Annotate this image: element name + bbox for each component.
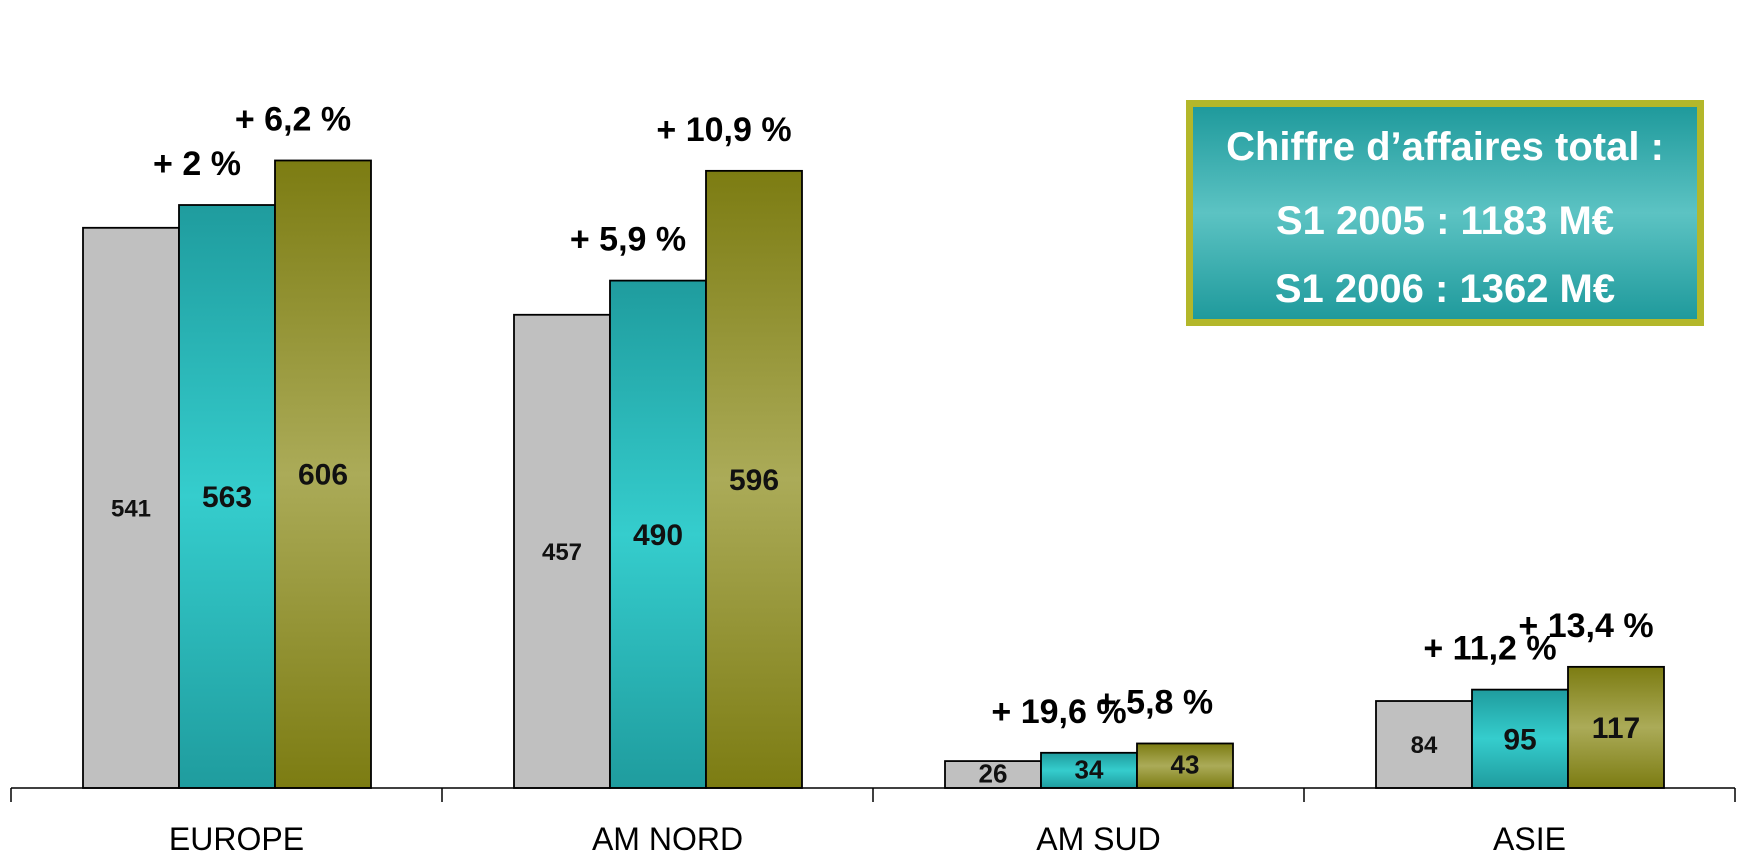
labels-layer: 541 563 606 + 2 % + 6,2 % 457 490 596 + 5,9 % + 1… bbox=[111, 100, 1654, 788]
bar-asie-s1 bbox=[1375, 700, 1473, 789]
growth-label: + 11,2 % bbox=[1423, 630, 1556, 668]
bar-value-label: 117 bbox=[1592, 712, 1640, 745]
bar-value-label: 541 bbox=[111, 495, 151, 522]
growth-label: + 19,6 % bbox=[991, 693, 1126, 731]
growth-label: + 10,9 % bbox=[656, 111, 791, 149]
growth-label: + 6,2 % bbox=[235, 100, 351, 138]
growth-label: + 13,4 % bbox=[1518, 607, 1653, 645]
total-revenue-s1-2006: S1 2006 : 1362 M€ bbox=[1193, 269, 1697, 309]
total-revenue-box: Chiffre d’affaires total : S1 2005 : 118… bbox=[1186, 100, 1704, 326]
bar-value-label: 563 bbox=[202, 481, 252, 514]
bar-europe-s2 bbox=[178, 204, 276, 789]
s1-2006-label: S1 2006 : bbox=[1274, 267, 1460, 311]
bar-value-label: 34 bbox=[1075, 754, 1104, 784]
bar-am-sud-s2 bbox=[1040, 751, 1138, 789]
x-axis-category-label: AM SUD bbox=[1036, 821, 1160, 857]
growth-label: + 2 % bbox=[153, 145, 241, 183]
bar-value-label: 457 bbox=[542, 539, 582, 566]
bar-value-label: 43 bbox=[1171, 750, 1200, 780]
s1-2006-value: 1362 M€ bbox=[1459, 267, 1616, 311]
x-axis-category-label: ASIE bbox=[1493, 821, 1566, 857]
x-axis-category-label: EUROPE bbox=[169, 821, 304, 857]
bar-value-label: 596 bbox=[729, 464, 779, 497]
growth-label: + 5,8 % bbox=[1097, 683, 1213, 721]
growth-label: + 5,9 % bbox=[570, 221, 686, 259]
bar-value-label: 84 bbox=[1411, 732, 1438, 759]
x-axis-category-label: AM NORD bbox=[592, 821, 743, 857]
total-revenue-title: Chiffre d’affaires total : bbox=[1226, 125, 1664, 169]
bar-europe-s1 bbox=[82, 226, 180, 789]
bar-value-label: 490 bbox=[633, 519, 683, 552]
bar-asie-s3 bbox=[1567, 665, 1665, 789]
bar-am-nord-s2 bbox=[609, 279, 707, 789]
bar-am-nord-s1 bbox=[513, 313, 611, 789]
s1-2005-value: 1183 M€ bbox=[1460, 199, 1615, 243]
bar-value-label: 95 bbox=[1503, 723, 1536, 756]
bar-am-nord-s3 bbox=[705, 169, 803, 789]
bar-value-label: 26 bbox=[979, 759, 1008, 789]
bars-layer bbox=[82, 159, 1665, 789]
total-revenue-s1-2005: S1 2005 : 1183 M€ bbox=[1193, 201, 1697, 241]
s1-2005-label: S1 2005 : bbox=[1275, 199, 1461, 243]
x-axis: EUROPE AM NORD AM SUD ASIE bbox=[10, 787, 1736, 857]
bar-value-label: 606 bbox=[298, 459, 348, 492]
bar-europe-s3 bbox=[274, 159, 372, 789]
